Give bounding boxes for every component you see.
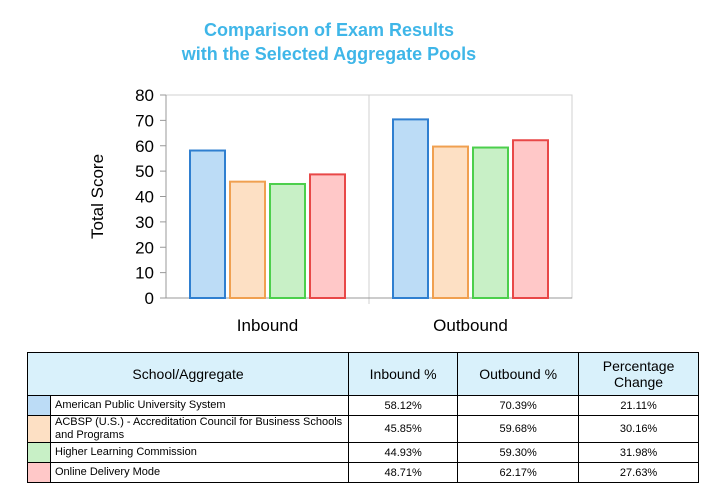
- legend-table-header-row: School/Aggregate Inbound % Outbound % Pe…: [26, 352, 699, 396]
- row-change: 21.11%: [578, 395, 699, 416]
- header-school-aggregate: School/Aggregate: [26, 352, 350, 396]
- row-name: Higher Learning Commission: [49, 442, 350, 463]
- bar: [432, 145, 469, 299]
- bar: [309, 173, 346, 299]
- row-outbound: 62.17%: [457, 462, 580, 483]
- color-swatch: [27, 395, 51, 416]
- legend-table: School/Aggregate Inbound % Outbound % Pe…: [26, 352, 699, 483]
- row-name: Online Delivery Mode: [49, 462, 350, 483]
- table-row: Higher Learning Commission 44.93% 59.30% 31…: [27, 442, 699, 463]
- y-tick-label: 80: [135, 86, 154, 105]
- header-percentage-change: Percentage Change: [578, 352, 699, 396]
- chart-title-line-2: with the Selected Aggregate Pools: [181, 44, 477, 64]
- bar-chart: 0 10 20 30 40 50 60 70 80 Total Score Inbound Outbo…: [88, 86, 573, 335]
- row-inbound: 44.93%: [348, 442, 459, 463]
- color-swatch: [27, 415, 51, 443]
- legend-table-body: American Public University System 58.12% 7…: [27, 395, 699, 483]
- row-inbound: 45.85%: [348, 415, 459, 443]
- bar: [269, 182, 306, 299]
- color-swatch: [27, 462, 51, 483]
- row-outbound: 59.30%: [457, 442, 580, 463]
- row-change: 30.16%: [578, 415, 699, 443]
- bar: [392, 118, 429, 299]
- y-tick-label: 70: [135, 111, 154, 130]
- row-name: American Public University System: [49, 395, 350, 416]
- y-tick-label: 30: [135, 213, 154, 232]
- bar: [512, 139, 549, 299]
- bar: [472, 146, 509, 299]
- row-change: 31.98%: [578, 442, 699, 463]
- row-inbound: 48.71%: [348, 462, 459, 483]
- row-outbound: 70.39%: [457, 395, 580, 416]
- row-outbound: 59.68%: [457, 415, 580, 443]
- bar: [229, 180, 266, 299]
- color-swatch: [27, 442, 51, 463]
- header-outbound: Outbound %: [457, 352, 580, 396]
- chart-title: Comparison of Exam Results with the Sele…: [0, 18, 658, 66]
- bar: [189, 149, 226, 299]
- y-axis-label: Total Score: [88, 154, 107, 239]
- y-tick-label: 20: [135, 238, 154, 257]
- table-row: American Public University System 58.12% 7…: [27, 395, 699, 416]
- table-row: Online Delivery Mode 48.71% 62.17% 27.63%: [27, 462, 699, 483]
- y-tick-label: 60: [135, 137, 154, 156]
- y-tick-label: 50: [135, 162, 154, 181]
- row-name: ACBSP (U.S.) - Accreditation Council for…: [49, 415, 350, 443]
- x-tick-label: Inbound: [237, 316, 298, 335]
- table-row: ACBSP (U.S.) - Accreditation Council for…: [27, 415, 699, 443]
- y-tick-label: 0: [145, 289, 154, 308]
- y-tick-label: 10: [135, 264, 154, 283]
- x-tick-label: Outbound: [433, 316, 508, 335]
- chart-title-line-1: Comparison of Exam Results: [203, 20, 455, 40]
- row-inbound: 58.12%: [348, 395, 459, 416]
- header-inbound: Inbound %: [348, 352, 459, 396]
- row-change: 27.63%: [578, 462, 699, 483]
- y-tick-label: 40: [135, 188, 154, 207]
